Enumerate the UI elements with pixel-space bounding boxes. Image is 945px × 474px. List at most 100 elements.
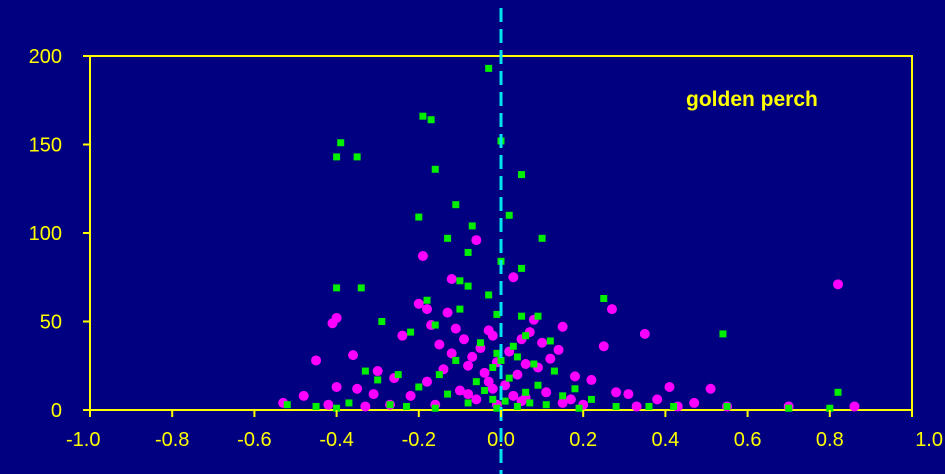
green-square-point — [645, 402, 653, 410]
x-tick-label: 0.2 — [569, 429, 597, 451]
green-square-point — [456, 277, 464, 285]
magenta-circle-point — [331, 381, 342, 392]
magenta-circle-point — [446, 348, 457, 359]
magenta-circle-point — [553, 344, 564, 355]
green-square-point — [345, 399, 353, 407]
magenta-circle-point — [298, 390, 309, 401]
magenta-circle-point — [623, 389, 634, 400]
green-square-point — [337, 139, 345, 147]
magenta-circle-point — [422, 304, 433, 315]
green-square-point — [670, 402, 678, 410]
x-tick-label: -0.6 — [237, 429, 271, 451]
green-square-point — [357, 284, 365, 292]
green-square-point — [518, 312, 526, 320]
green-square-point — [415, 383, 423, 391]
magenta-circle-point — [352, 383, 363, 394]
magenta-circle-point — [849, 401, 860, 412]
green-square-point — [834, 388, 842, 396]
green-square-point — [431, 165, 439, 173]
magenta-circle-point — [537, 337, 548, 348]
magenta-circle-point — [545, 353, 556, 364]
green-square-point — [509, 342, 517, 350]
magenta-circle-point — [565, 394, 576, 405]
green-square-point — [538, 234, 546, 242]
magenta-circle-point — [405, 390, 416, 401]
x-tick-label: 0.6 — [734, 429, 762, 451]
y-tick-label: 150 — [29, 135, 62, 157]
x-tick-label: -1.0 — [66, 429, 100, 451]
magenta-circle-point — [569, 371, 580, 382]
magenta-circle-point — [833, 279, 844, 290]
green-square-point — [312, 402, 320, 410]
green-square-point — [386, 401, 394, 409]
green-square-point — [481, 387, 489, 395]
magenta-circle-point — [611, 387, 622, 398]
green-square-point — [464, 248, 472, 256]
green-square-point — [452, 356, 460, 364]
x-tick-label: 0.8 — [816, 429, 844, 451]
green-square-point — [452, 201, 460, 209]
green-square-point — [394, 371, 402, 379]
magenta-circle-point — [541, 387, 552, 398]
magenta-circle-point — [483, 376, 494, 387]
magenta-circle-point — [508, 272, 519, 283]
magenta-circle-point — [323, 399, 334, 410]
magenta-circle-point — [446, 274, 457, 285]
green-square-point — [575, 404, 583, 412]
magenta-circle-point — [689, 397, 700, 408]
green-square-point — [530, 360, 538, 368]
magenta-circle-point — [327, 318, 338, 329]
green-square-point — [435, 371, 443, 379]
green-square-point — [550, 367, 558, 375]
green-square-point — [518, 171, 526, 179]
x-tick-label: -0.8 — [155, 429, 189, 451]
green-square-point — [476, 339, 484, 347]
green-square-point — [419, 112, 427, 120]
magenta-circle-point — [705, 383, 716, 394]
green-square-point — [534, 381, 542, 389]
green-square-point — [571, 385, 579, 393]
green-square-point — [785, 404, 793, 412]
green-square-point — [826, 404, 834, 412]
magenta-circle-point — [467, 351, 478, 362]
green-square-point — [546, 337, 554, 345]
chart-annotation: golden perch — [686, 88, 818, 111]
magenta-circle-point — [434, 339, 445, 350]
green-square-point — [513, 402, 521, 410]
axis-ticks: -1.0 -0.8 -0.6 -0.4 -0.2 0.0 0.2 0.4 0.6 0.8 1.0 0 5… — [29, 46, 943, 451]
green-square-point — [493, 349, 501, 357]
x-tick-label: 1.0 — [915, 429, 943, 451]
green-square-point — [353, 153, 361, 161]
x-tick-label: 0.0 — [487, 429, 515, 451]
green-square-point — [423, 296, 431, 304]
magenta-circle-point — [664, 381, 675, 392]
x-tick-label: -0.4 — [319, 429, 353, 451]
green-square-point — [542, 401, 550, 409]
green-square-point — [361, 367, 369, 375]
magenta-circle-point — [417, 251, 428, 262]
green-square-point — [427, 116, 435, 124]
magenta-circle-point — [586, 374, 597, 385]
magenta-circle-point — [463, 389, 474, 400]
green-square-point — [587, 395, 595, 403]
magenta-circle-point — [463, 360, 474, 371]
green-square-point — [489, 364, 497, 372]
magenta-circle-point — [454, 385, 465, 396]
magenta-circle-point — [442, 307, 453, 318]
magenta-circle-point — [368, 389, 379, 400]
green-square-point — [444, 234, 452, 242]
green-square-point — [333, 404, 341, 412]
green-square-point — [485, 64, 493, 72]
green-square-point — [456, 305, 464, 313]
green-square-point — [431, 321, 439, 329]
green-square-point — [505, 374, 513, 382]
green-square-point — [522, 388, 530, 396]
magenta-circle-point — [487, 330, 498, 341]
green-square-point — [378, 318, 386, 325]
green-square-point — [402, 402, 410, 410]
points-layer — [278, 64, 860, 412]
magenta-circle-point — [639, 328, 650, 339]
magenta-circle-point — [450, 323, 461, 334]
magenta-circle-point — [508, 390, 519, 401]
magenta-circle-point — [500, 380, 511, 391]
